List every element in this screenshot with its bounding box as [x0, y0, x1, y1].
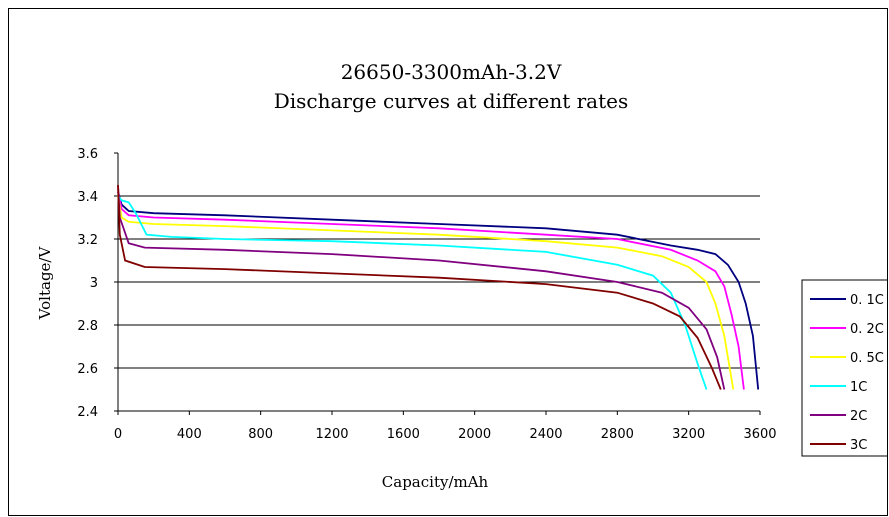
- series-line-2: [117, 195, 735, 390]
- legend-label-2: 0. 5C: [850, 351, 884, 366]
- legend: 0. 1C 0. 2C 0. 5C 1C 2C 3C: [801, 279, 887, 457]
- chart-frame: 26650-3300mAh-3.2V Discharge curves at d…: [8, 8, 888, 516]
- x-tick-label: 3200: [672, 427, 705, 442]
- chart-subtitle: Discharge curves at different rates: [274, 89, 629, 113]
- series-lines: [117, 185, 760, 390]
- series-line-0: [117, 191, 760, 390]
- x-tick-label: 3600: [743, 427, 776, 442]
- gridlines: [118, 195, 760, 369]
- y-tick-label: 2.8: [77, 319, 98, 334]
- discharge-chart: 26650-3300mAh-3.2V Discharge curves at d…: [36, 60, 887, 491]
- legend-box: [801, 279, 887, 457]
- tick-labels: 2.4 2.6 2.8 3 3.2 3.4 3.6 0 400 800 1200 1600 2000 24…: [77, 147, 776, 442]
- x-axis-title: Capacity/mAh: [382, 473, 489, 491]
- axes: [114, 152, 761, 415]
- legend-label-3: 1C: [850, 380, 867, 395]
- x-tick-label: 1200: [315, 427, 348, 442]
- x-tick-label: 2400: [529, 427, 562, 442]
- x-tick-label: 1600: [387, 427, 420, 442]
- y-axis-title: Voltage/V: [36, 246, 54, 321]
- x-tick-label: 800: [248, 427, 273, 442]
- legend-label-0: 0. 1C: [850, 293, 884, 308]
- y-tick-label: 2.4: [77, 405, 98, 420]
- y-tick-label: 3.4: [77, 190, 98, 205]
- y-tick-label: 2.6: [77, 362, 98, 377]
- x-tick-label: 400: [177, 427, 202, 442]
- legend-label-1: 0. 2C: [850, 322, 884, 337]
- legend-label-5: 3C: [850, 438, 867, 453]
- y-tick-label: 3: [90, 276, 98, 291]
- series-line-1: [117, 191, 745, 390]
- y-tick-label: 3.6: [77, 147, 98, 162]
- x-tick-label: 0: [114, 427, 122, 442]
- chart-title: 26650-3300mAh-3.2V: [341, 60, 562, 84]
- series-line-4: [117, 185, 726, 390]
- legend-label-4: 2C: [850, 409, 867, 424]
- series-line-5: [117, 185, 722, 390]
- y-tick-label: 3.2: [77, 233, 98, 248]
- series-line-3: [117, 195, 708, 390]
- x-tick-label: 2800: [601, 427, 634, 442]
- x-tick-label: 2000: [458, 427, 491, 442]
